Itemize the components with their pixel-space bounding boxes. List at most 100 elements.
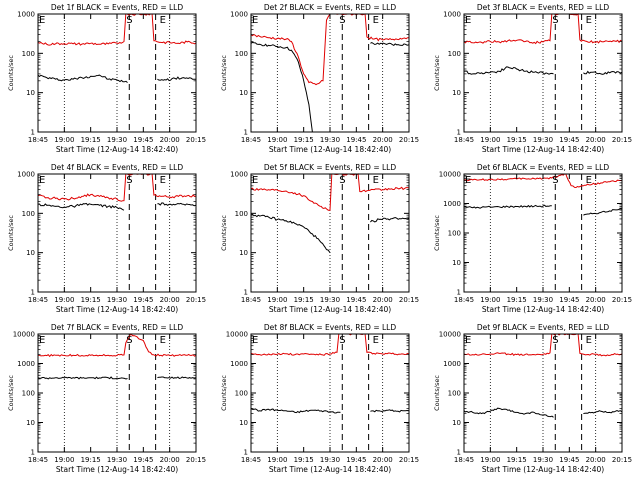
- plot-frame: [37, 333, 197, 453]
- y-tick-label: 1000: [443, 360, 461, 368]
- x-tick-label: 19:45: [559, 136, 579, 144]
- x-tick-label: 19:45: [346, 296, 366, 304]
- y-tick-label: 10: [239, 249, 248, 257]
- plot-frame: [463, 173, 623, 293]
- event-label: E: [465, 335, 471, 346]
- x-tick-label: 20:15: [399, 296, 419, 304]
- x-tick-label: 20:15: [186, 456, 206, 464]
- y-tick-label: 10: [26, 419, 35, 427]
- x-axis-label: Start Time (12-Aug-14 18:42:40): [269, 465, 391, 474]
- y-tick-label: 100: [22, 390, 35, 398]
- x-tick-label: 19:15: [81, 296, 101, 304]
- panel-2: Det 2f BLACK = Events, RED = LLD 1 10 100 10…: [220, 3, 419, 154]
- event-label: E: [252, 15, 258, 26]
- x-tick-label: 19:45: [133, 456, 153, 464]
- event-label: E: [465, 175, 471, 186]
- x-tick-label: 19:00: [267, 136, 287, 144]
- series-lld: [250, 333, 410, 356]
- x-tick-label: 19:30: [533, 136, 553, 144]
- x-tick-label: 19:00: [54, 296, 74, 304]
- y-axis-label: Counts/sec: [7, 375, 15, 411]
- y-tick-label: 100: [235, 210, 248, 218]
- panel-title: Det 7f BLACK = Events, RED = LLD: [51, 323, 184, 332]
- x-tick-label: 19:15: [507, 456, 527, 464]
- y-tick-label: 1: [31, 129, 35, 137]
- x-tick-label: 19:30: [320, 136, 340, 144]
- y-tick-label: 100: [235, 390, 248, 398]
- x-tick-label: 19:00: [54, 136, 74, 144]
- x-tick-label: 18:45: [241, 296, 261, 304]
- series-lld: [250, 13, 409, 86]
- event-label: S: [126, 175, 132, 186]
- x-axis-label: Start Time (12-Aug-14 18:42:40): [269, 305, 391, 314]
- y-tick-label: 1000: [443, 200, 461, 208]
- event-label: E: [39, 335, 45, 346]
- event-label: E: [373, 175, 379, 186]
- x-tick-label: 19:00: [267, 296, 287, 304]
- panel-title: Det 9f BLACK = Events, RED = LLD: [477, 323, 610, 332]
- x-tick-label: 20:00: [586, 456, 606, 464]
- y-tick-label: 10000: [226, 331, 248, 339]
- x-tick-label: 20:00: [373, 456, 393, 464]
- y-tick-label: 1000: [17, 360, 35, 368]
- y-tick-label: 1000: [230, 11, 248, 19]
- event-label: E: [465, 15, 471, 26]
- y-tick-label: 1: [457, 449, 461, 457]
- x-tick-label: 18:45: [454, 296, 474, 304]
- x-tick-label: 20:00: [586, 136, 606, 144]
- event-label: E: [160, 15, 166, 26]
- event-label: S: [552, 335, 558, 346]
- plot-frame: [250, 333, 410, 453]
- plot-frame: [37, 13, 197, 133]
- x-axis-label: Start Time (12-Aug-14 18:42:40): [482, 305, 604, 314]
- x-axis-label: Start Time (12-Aug-14 18:42:40): [482, 145, 604, 154]
- series-events: [37, 376, 197, 380]
- series-lld: [38, 333, 197, 358]
- y-axis-label: Counts/sec: [220, 215, 228, 251]
- y-tick-label: 10: [452, 259, 461, 267]
- x-tick-label: 19:45: [346, 136, 366, 144]
- x-tick-label: 19:45: [133, 296, 153, 304]
- y-axis-label: Counts/sec: [433, 215, 441, 251]
- panel-9: Det 9f BLACK = Events, RED = LLD 1 10 100 10…: [433, 323, 632, 474]
- y-tick-label: 1: [244, 129, 248, 137]
- event-label: S: [339, 175, 345, 186]
- y-tick-label: 1: [31, 449, 35, 457]
- plot-frame: [463, 333, 623, 453]
- event-label: E: [252, 175, 258, 186]
- event-label: E: [39, 175, 45, 186]
- x-tick-label: 19:15: [81, 136, 101, 144]
- panel-1: Det 1f BLACK = Events, RED = LLD 1 10 100 10…: [7, 3, 206, 154]
- event-label: S: [552, 15, 558, 26]
- y-tick-label: 100: [22, 210, 35, 218]
- x-tick-label: 20:15: [612, 456, 632, 464]
- x-tick-label: 18:45: [28, 136, 48, 144]
- event-label: S: [339, 335, 345, 346]
- x-tick-label: 19:15: [294, 136, 314, 144]
- plot-frame: [37, 173, 197, 293]
- x-tick-label: 19:15: [294, 456, 314, 464]
- x-tick-label: 20:15: [186, 136, 206, 144]
- event-label: S: [552, 175, 558, 186]
- event-label: E: [252, 335, 258, 346]
- x-tick-label: 18:45: [454, 136, 474, 144]
- series-events: [463, 204, 623, 216]
- x-tick-label: 18:45: [28, 456, 48, 464]
- x-tick-label: 19:00: [480, 456, 500, 464]
- x-tick-label: 18:45: [241, 136, 261, 144]
- panel-title: Det 3f BLACK = Events, RED = LLD: [477, 3, 610, 12]
- y-tick-label: 10: [452, 89, 461, 97]
- y-tick-label: 100: [235, 50, 248, 58]
- plot-frame: [250, 13, 410, 133]
- x-tick-label: 18:45: [28, 296, 48, 304]
- x-tick-label: 19:45: [133, 136, 153, 144]
- panel-8: Det 8f BLACK = Events, RED = LLD 1 10 100 10…: [220, 323, 419, 474]
- series-lld: [37, 173, 197, 202]
- x-tick-label: 20:15: [186, 296, 206, 304]
- x-tick-label: 20:00: [160, 296, 180, 304]
- x-tick-label: 19:45: [559, 456, 579, 464]
- x-tick-label: 19:15: [507, 136, 527, 144]
- panel-7: Det 7f BLACK = Events, RED = LLD 1 10 100 10…: [7, 323, 206, 474]
- x-tick-label: 19:00: [267, 456, 287, 464]
